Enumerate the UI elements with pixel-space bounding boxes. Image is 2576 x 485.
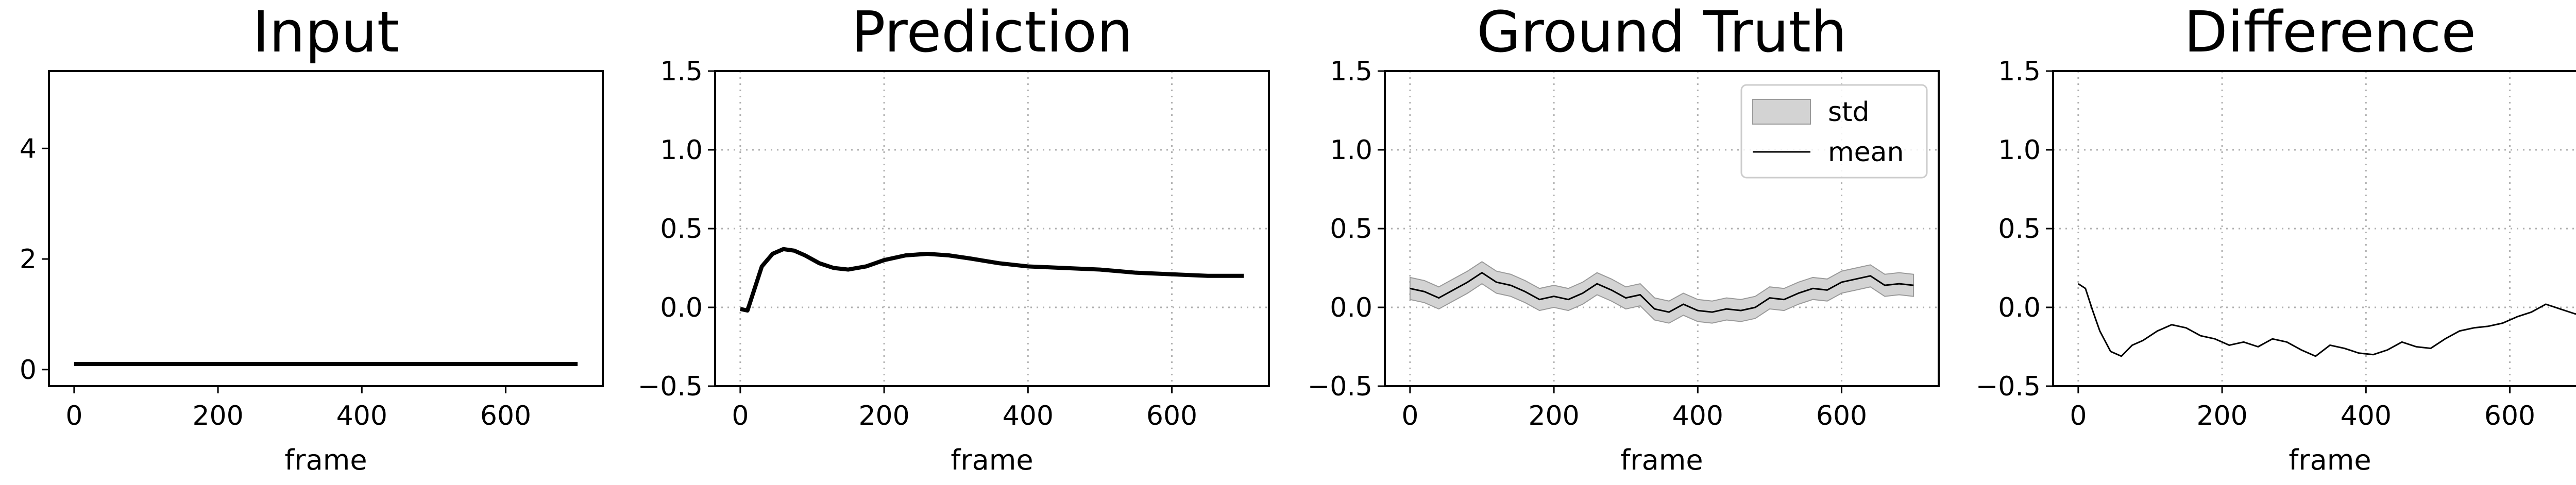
x-axis-label: frame <box>2289 444 2371 476</box>
y-tick-label: 1.0 <box>1998 135 2041 166</box>
subplot-title: Prediction <box>851 0 1132 65</box>
subplot-title: Difference <box>2184 0 2476 65</box>
subplot-title: Input <box>252 0 399 65</box>
y-tick-label: 0.0 <box>660 292 703 323</box>
y-tick-label: −0.5 <box>638 371 703 402</box>
y-tick-label: 2 <box>20 244 37 275</box>
x-tick-label: 400 <box>336 401 387 431</box>
y-tick-label: −0.5 <box>1308 371 1372 402</box>
y-tick-label: 0.0 <box>1330 292 1372 323</box>
x-tick-label: 600 <box>1816 401 1867 431</box>
x-tick-label: 200 <box>1528 401 1579 431</box>
y-tick-label: 1.5 <box>1330 56 1372 87</box>
series-line-1 <box>1410 272 1914 313</box>
legend-label-mean: mean <box>1828 137 1904 168</box>
y-tick-label: 0.5 <box>1998 214 2041 245</box>
x-tick-label: 600 <box>1146 401 1197 431</box>
x-tick-label: 0 <box>65 401 82 431</box>
legend-label-std: std <box>1828 97 1870 128</box>
series-line-1 <box>740 247 1244 313</box>
y-tick-label: 0 <box>20 355 37 386</box>
axes-frame <box>2052 70 2576 387</box>
subplot-2: 0 200 400 600 −0.5 0.0 0.5 1.0 1.5 Prediction fram… <box>638 0 1270 476</box>
x-tick-label: 200 <box>858 401 909 431</box>
x-tick-label: 0 <box>2070 401 2087 431</box>
x-tick-label: 200 <box>192 401 243 431</box>
x-tick-label: 600 <box>480 401 531 431</box>
y-tick-label: 0.5 <box>660 214 703 245</box>
x-axis-label: frame <box>951 444 1033 476</box>
std-band <box>1409 261 1914 324</box>
legend: std mean <box>1740 84 1928 179</box>
subplot-3: 0 200 400 600 −0.5 0.0 0.5 1.0 1.5 Ground Truth fr… <box>1308 0 1940 476</box>
axes-frame <box>48 70 604 387</box>
x-tick-label: 0 <box>1401 401 1418 431</box>
legend-swatch-std <box>1752 99 1811 125</box>
y-tick-label: 4 <box>20 133 37 164</box>
x-tick-label: 0 <box>732 401 749 431</box>
y-tick-label: 0.5 <box>1330 214 1372 245</box>
subplot-4: 0 200 400 600 −0.5 0.0 0.5 1.0 1.5 Difference fram… <box>1976 0 2576 476</box>
x-tick-label: 400 <box>1003 401 1054 431</box>
y-tick-label: −0.5 <box>1976 371 2041 402</box>
x-tick-label: 200 <box>2196 401 2247 431</box>
y-tick-label: 0.0 <box>1998 292 2041 323</box>
y-tick-label: 1.5 <box>660 56 703 87</box>
x-tick-label: 400 <box>2341 401 2392 431</box>
y-tick-label: 1.0 <box>660 135 703 166</box>
series-line-1 <box>2078 283 2576 357</box>
subplot-1: 0 200 400 600 0 2 4 Input frame <box>20 0 604 476</box>
subplot-title: Ground Truth <box>1477 0 1846 65</box>
x-tick-label: 400 <box>1672 401 1723 431</box>
x-axis-label: frame <box>284 444 367 476</box>
y-tick-label: 1.5 <box>1998 56 2041 87</box>
x-tick-label: 600 <box>2484 401 2535 431</box>
y-tick-label: 1.0 <box>1330 135 1372 166</box>
x-axis-label: frame <box>1620 444 1703 476</box>
